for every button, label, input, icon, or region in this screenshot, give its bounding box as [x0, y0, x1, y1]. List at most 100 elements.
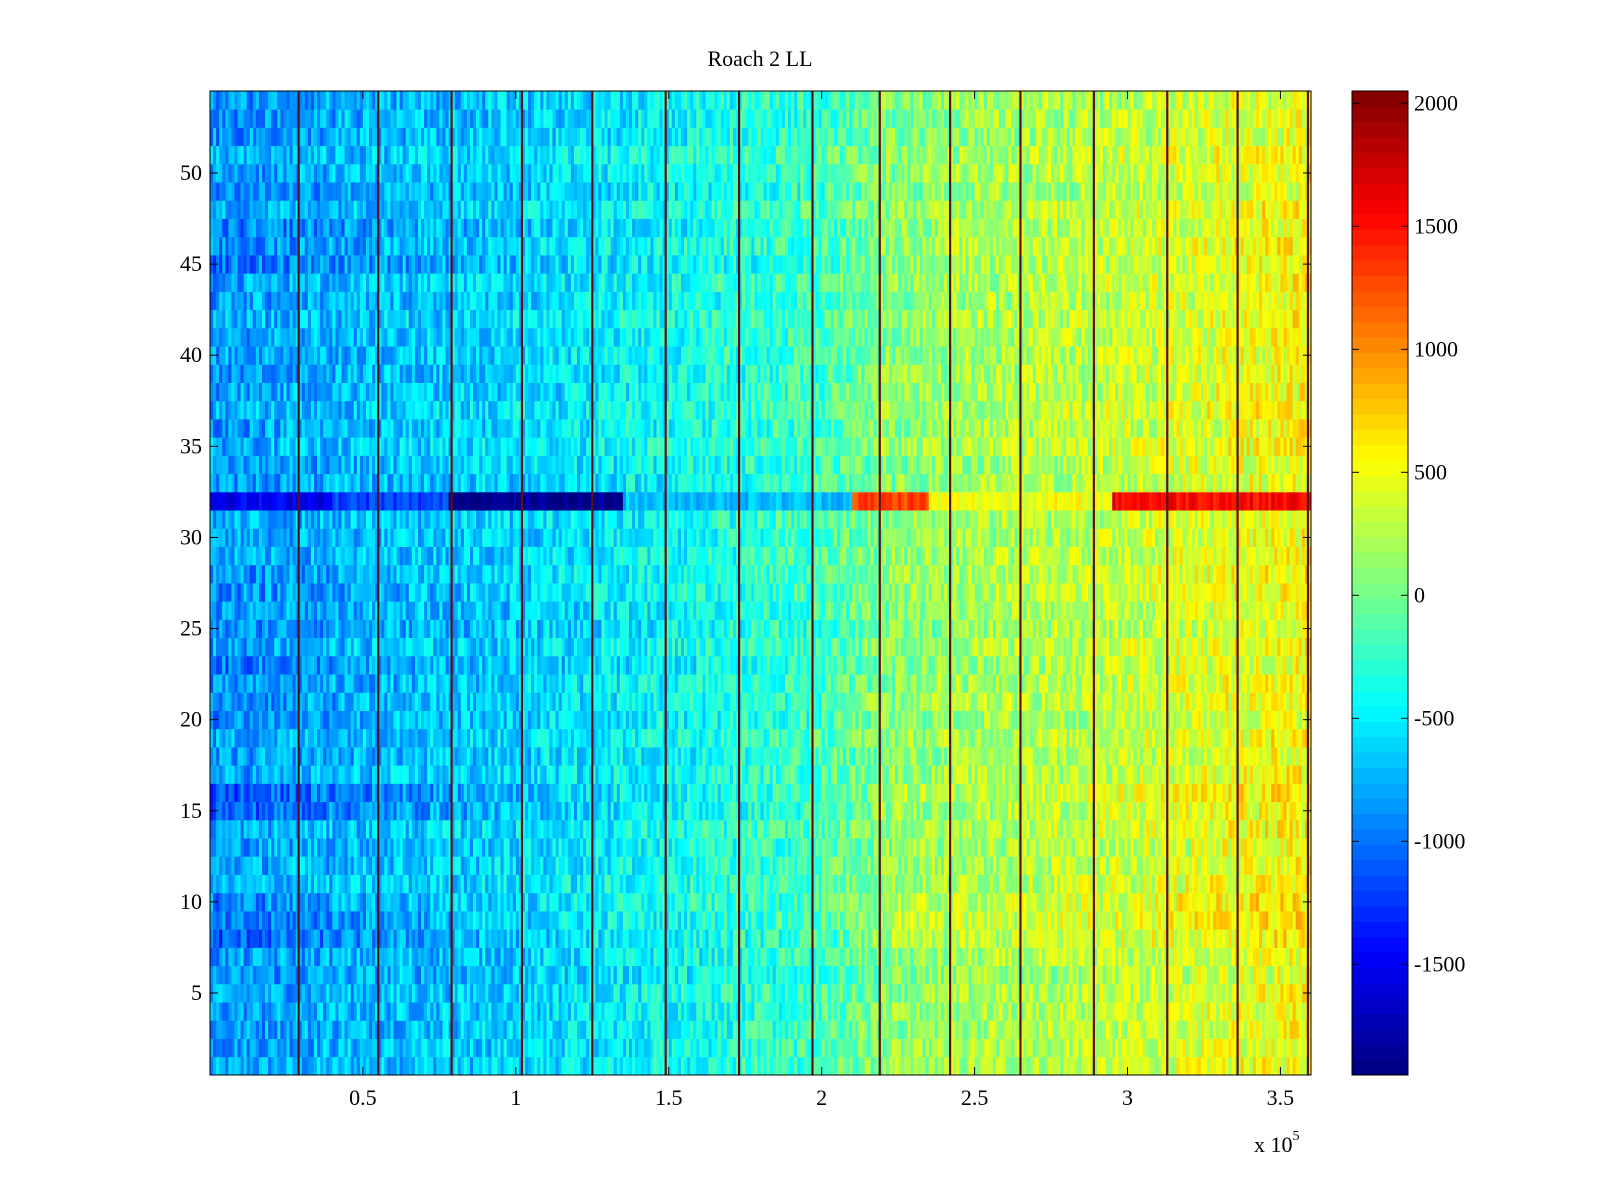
heatmap-cell: [210, 965, 214, 985]
heatmap-cell: [702, 1056, 706, 1076]
heatmap-cell: [702, 874, 706, 894]
heatmap-cell: [989, 947, 994, 967]
heatmap-cell: [662, 874, 667, 894]
heatmap-cell: [699, 929, 703, 948]
heatmap-cell: [1286, 911, 1290, 930]
heatmap-cell: [956, 911, 960, 930]
heatmap-cell: [992, 929, 997, 948]
heatmap-cell: [1032, 947, 1037, 967]
heatmap-cell: [794, 819, 798, 839]
heatmap-cell: [289, 965, 293, 985]
heatmap-cell: [1057, 892, 1061, 912]
heatmap-cell: [858, 965, 862, 985]
heatmap-cell: [436, 947, 440, 967]
heatmap-cell: [696, 1002, 700, 1021]
heatmap-cell: [696, 892, 700, 912]
heatmap-cell: [540, 856, 544, 875]
heatmap-cell: [1035, 892, 1040, 912]
heatmap-cell: [228, 1056, 232, 1076]
heatmap-cell: [491, 838, 495, 857]
heatmap-cell: [1023, 892, 1027, 912]
heatmap-cell: [1216, 1038, 1220, 1058]
heatmap-cell: [971, 1002, 975, 1021]
heatmap-cell: [870, 1002, 875, 1021]
heatmap-cell: [216, 874, 220, 894]
heatmap-cell: [751, 874, 755, 894]
heatmap-cell: [1188, 838, 1193, 857]
heatmap-cell: [1060, 819, 1064, 839]
heatmap-cell: [246, 929, 251, 948]
heatmap-cell: [882, 1020, 887, 1039]
heatmap-cell: [1023, 1020, 1027, 1039]
heatmap-cell: [895, 1038, 899, 1058]
heatmap-cell: [1139, 892, 1144, 912]
heatmap-cell: [1142, 838, 1147, 857]
heatmap-cell: [1011, 911, 1015, 930]
heatmap-cell: [959, 1020, 963, 1039]
heatmap-cell: [1277, 983, 1281, 1003]
heatmap-cell: [888, 1056, 893, 1076]
heatmap-cell: [836, 983, 841, 1003]
heatmap-cell: [1145, 929, 1150, 948]
heatmap-cell: [766, 838, 771, 857]
heatmap-cell: [225, 1020, 229, 1039]
heatmap-cell: [405, 947, 410, 967]
heatmap-cell: [1072, 1056, 1076, 1076]
heatmap-cell: [797, 892, 801, 912]
heatmap-cell: [1148, 965, 1153, 985]
heatmap-cell: [1228, 874, 1232, 894]
heatmap-cell: [213, 838, 217, 857]
heatmap-cell: [674, 1020, 679, 1039]
heatmap-cell: [540, 819, 544, 839]
heatmap-cell: [671, 947, 676, 967]
heatmap-cell: [534, 983, 538, 1003]
heatmap-cell: [950, 911, 954, 930]
heatmap-cell: [396, 874, 401, 894]
heatmap-cell: [424, 892, 428, 912]
heatmap-cell: [1054, 947, 1058, 967]
heatmap-cell: [234, 874, 238, 894]
heatmap-cell: [1307, 1002, 1312, 1021]
heatmap-cell: [885, 965, 890, 985]
heatmap-cell: [628, 983, 633, 1003]
heatmap-cell: [436, 929, 440, 948]
heatmap-cell: [381, 838, 385, 857]
heatmap-cell: [827, 819, 832, 839]
heatmap-cell: [577, 856, 581, 875]
heatmap-cell: [677, 874, 682, 894]
heatmap-cell: [1286, 929, 1290, 948]
heatmap-cell: [1051, 874, 1055, 894]
heatmap-cell: [647, 1002, 651, 1021]
heatmap-cell: [1041, 929, 1046, 948]
heatmap-cell: [980, 947, 985, 967]
heatmap-cell: [632, 1020, 636, 1039]
heatmap-cell: [1274, 983, 1278, 1003]
heatmap-cell: [320, 947, 324, 967]
heatmap-cell: [892, 947, 896, 967]
heatmap-cell: [879, 874, 884, 894]
heatmap-cell: [265, 965, 269, 985]
heatmap-cell: [1044, 1038, 1049, 1058]
heatmap-cell: [656, 856, 660, 875]
heatmap-cell: [1298, 874, 1303, 894]
heatmap-cell: [558, 1002, 563, 1021]
heatmap-cell: [986, 965, 991, 985]
heatmap-cell: [408, 929, 413, 948]
heatmap-cell: [907, 892, 911, 912]
heatmap-cell: [356, 983, 361, 1003]
heatmap-cell: [858, 1056, 862, 1076]
heatmap-cell: [1084, 1020, 1089, 1039]
heatmap-cell: [573, 911, 578, 930]
heatmap-cell: [1005, 947, 1009, 967]
heatmap-cell: [317, 1020, 321, 1039]
heatmap-cell: [729, 838, 734, 857]
heatmap-cell: [592, 856, 596, 875]
heatmap-cell: [717, 1038, 722, 1058]
heatmap-cell: [947, 892, 951, 912]
heatmap-cell: [280, 1056, 284, 1076]
heatmap-cell: [818, 1020, 823, 1039]
heatmap-cell: [1051, 1002, 1055, 1021]
heatmap-cell: [818, 1056, 823, 1076]
heatmap-cell: [788, 1020, 792, 1039]
heatmap-cell: [317, 1056, 321, 1076]
